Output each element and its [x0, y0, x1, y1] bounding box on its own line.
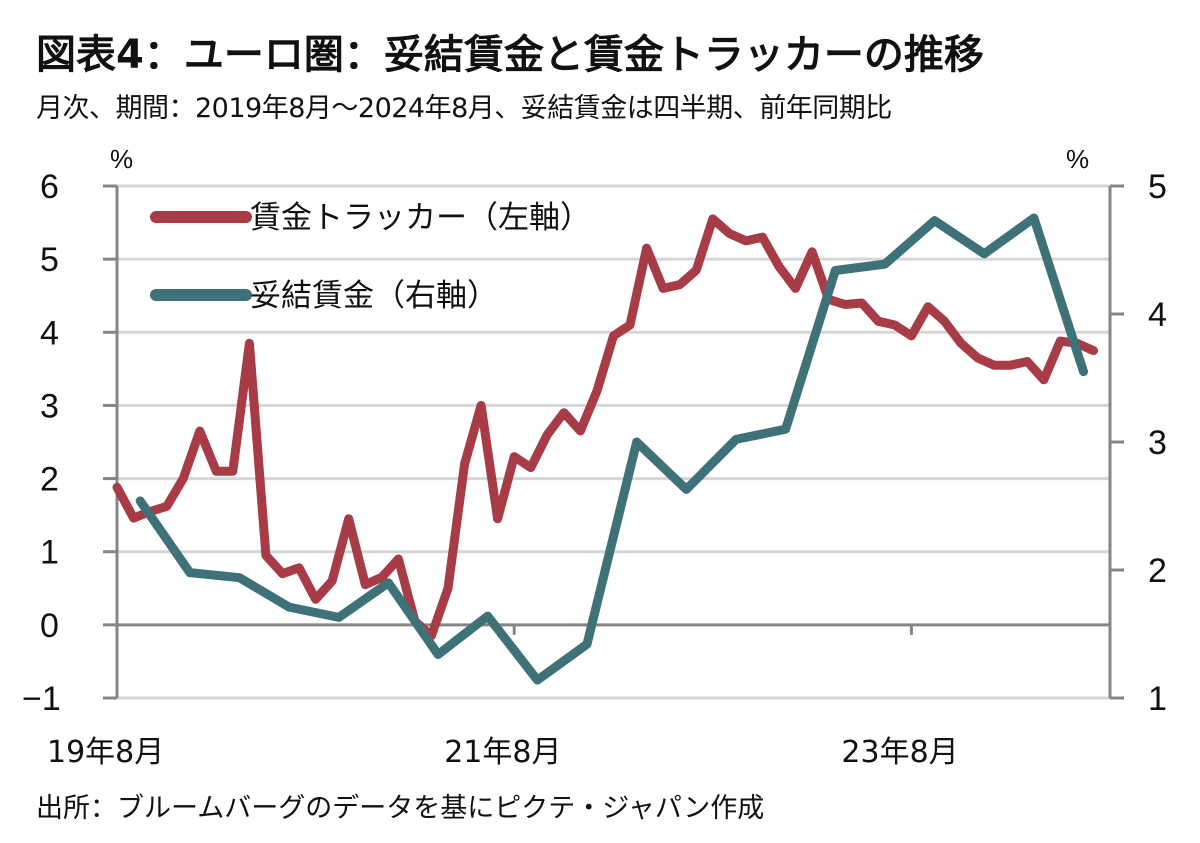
left-tick-label: 2	[40, 461, 59, 499]
left-tick-label: 0	[40, 607, 59, 645]
chart-subtitle: 月次、期間：2019年8月～2024年8月、妥結賃金は四半期、前年同期比	[36, 93, 892, 124]
x-tick-label: 23年8月	[841, 735, 958, 770]
tick-labels: −1 0 1 2 3 4 5 6 1 2 3 4 5 19年8月 21年8月 23年8月	[22, 168, 1167, 770]
right-tick-label: 5	[1148, 168, 1167, 206]
series-lines	[112, 213, 1098, 685]
series-line-negotiated-wages	[135, 213, 1088, 685]
left-tick-label: 4	[40, 314, 59, 352]
x-tick-label: 19年8月	[47, 735, 164, 770]
left-tick-label: −1	[22, 680, 61, 718]
chart-title: 図表4：ユーロ圏：妥結賃金と賃金トラッカーの推移	[36, 32, 984, 78]
x-tick-label: 21年8月	[444, 735, 561, 770]
right-tick-label: 2	[1148, 552, 1167, 590]
legend: 賃金トラッカー（左軸） 妥結賃金（右軸）	[150, 200, 591, 314]
axes	[103, 184, 1124, 700]
gridlines	[117, 184, 1110, 700]
source-note: 出所：ブルームバーグのデータを基にピクテ・ジャパン作成	[36, 793, 765, 824]
left-tick-label: 3	[40, 387, 59, 425]
right-axis-unit: %	[1066, 144, 1089, 174]
left-tick-label: 6	[40, 168, 59, 206]
legend-label-wage-tracker: 賃金トラッカー（左軸）	[250, 200, 591, 236]
right-tick-label: 3	[1148, 424, 1167, 462]
right-tick-label: 1	[1148, 680, 1167, 718]
series-line-wage-tracker	[112, 214, 1098, 641]
left-tick-label: 5	[40, 241, 59, 279]
left-axis-unit: %	[110, 144, 133, 174]
right-tick-label: 4	[1148, 296, 1167, 334]
left-tick-label: 1	[40, 534, 59, 572]
legend-label-negotiated-wages: 妥結賃金（右軸）	[250, 278, 498, 314]
